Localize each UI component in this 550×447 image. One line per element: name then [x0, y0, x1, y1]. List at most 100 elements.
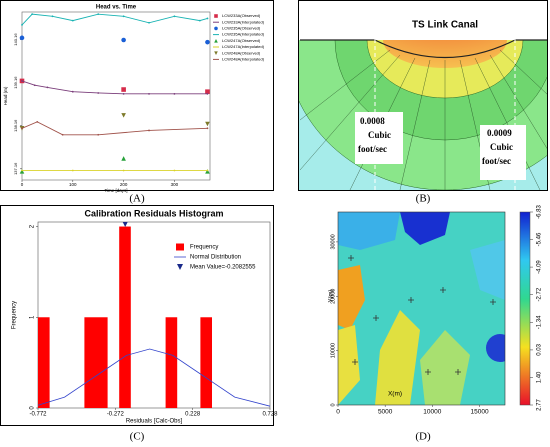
vertex — [71, 169, 74, 172]
marker — [121, 37, 126, 43]
flow-unit: foot/sec — [482, 156, 511, 166]
y-tick-label: 140.16 — [13, 33, 18, 46]
y-tick-label: 137.16 — [13, 162, 18, 175]
chart-title: Calibration Residuals Histogram — [84, 208, 223, 218]
bar — [96, 317, 108, 408]
map-zone — [470, 240, 505, 300]
diagram-title: TS Link Canal — [412, 20, 478, 31]
marker — [121, 87, 126, 92]
x-tick-label: 0.228 — [185, 412, 201, 418]
x-tick-label: 0.728 — [262, 412, 278, 418]
vertex — [61, 133, 64, 136]
colorbar — [519, 211, 531, 406]
x-axis-label: Time [days] — [104, 188, 127, 193]
map-zone — [338, 325, 360, 405]
marker — [214, 39, 218, 43]
label-box — [355, 112, 403, 164]
bar — [200, 317, 212, 408]
vertex — [206, 17, 209, 20]
y-tick-label: 30000 — [330, 234, 336, 249]
y-tick-label: 139.16 — [13, 76, 18, 89]
marker — [121, 156, 126, 161]
vertex — [21, 80, 23, 82]
colorbar-label: -4.09 — [537, 260, 543, 274]
x-tick-label: 10000 — [423, 409, 441, 416]
panel-frame — [298, 0, 548, 191]
normal-curve — [37, 348, 271, 407]
x-tick-label: 100 — [69, 182, 77, 187]
vertex — [21, 24, 23, 26]
series-line — [21, 121, 208, 136]
vertex — [206, 127, 209, 130]
x-tick-label: -0.272 — [107, 412, 125, 418]
legend-label: LCW235A(Interpolated) — [222, 32, 265, 37]
map-zone — [400, 212, 450, 245]
x-tick-label: 200 — [120, 182, 128, 187]
vertex — [97, 133, 100, 136]
caption: (B) — [416, 193, 431, 205]
vertex — [122, 169, 125, 172]
colorbar-label: -5.46 — [537, 232, 543, 246]
vertex — [198, 19, 201, 22]
x-tick-label: 300 — [171, 182, 179, 187]
marker — [121, 113, 126, 118]
colorbar-label: -6.83 — [537, 205, 543, 219]
flow-label: 0.0008 Cubic foot/sec 0.0009 Cubic foot/… — [358, 116, 513, 166]
legend-label: LCW248A(Interpolated) — [222, 56, 265, 61]
flow-value: 0.0008 — [360, 116, 385, 126]
series-line — [21, 13, 208, 26]
map-zone — [375, 310, 420, 405]
vertex — [173, 169, 176, 172]
vertex — [71, 90, 74, 93]
map-zone — [338, 265, 365, 330]
legend-swatch — [176, 243, 184, 251]
x-tick-label: 0 — [21, 182, 24, 187]
y-tick-label: 2 — [30, 224, 36, 228]
vertex — [21, 169, 23, 172]
vertex — [21, 127, 23, 130]
marker — [205, 39, 210, 45]
map-frame — [337, 211, 506, 406]
flow-unit: Cubic — [490, 142, 513, 152]
caption: (D) — [415, 431, 431, 443]
label-box — [480, 125, 526, 180]
vertex — [51, 15, 54, 18]
wells — [348, 255, 496, 375]
legend-label: LCW233A(Observed) — [222, 13, 261, 18]
vertex — [206, 169, 209, 172]
colorbar-label: 2.77 — [537, 399, 543, 411]
marker — [122, 222, 128, 228]
legend-label: LCW248A(Observed) — [222, 50, 261, 55]
x-tick-label: -0.772 — [29, 412, 47, 418]
x-axis-label: X(m) — [388, 391, 402, 398]
flow-unit: Cubic — [368, 130, 391, 140]
map-zone — [338, 212, 400, 250]
y-axis-label: Head (m) — [3, 86, 8, 105]
vertex — [206, 92, 209, 95]
bar — [119, 226, 131, 408]
x-axis-label: Residuals [Calc-Obs] — [126, 419, 183, 425]
marker — [177, 264, 183, 270]
marker — [214, 51, 218, 55]
legend-label: Mean Value=-0.2082555 — [190, 265, 256, 271]
colorbar-label: -2.72 — [537, 287, 543, 301]
plot-area — [37, 221, 271, 409]
flow-unit: foot/sec — [358, 144, 387, 154]
y-axis-label: Y(m) — [329, 290, 335, 303]
flow-value: 0.0009 — [487, 128, 512, 138]
y-tick-label: 20000 — [330, 289, 336, 304]
vertex — [97, 13, 100, 16]
marker — [214, 14, 218, 18]
colorbar-label: 1.40 — [537, 371, 543, 383]
y-tick-label: 1 — [30, 315, 36, 319]
legend-label: Frequency — [190, 245, 218, 251]
vertex — [46, 86, 49, 89]
legend-label: LCW235A(Observed) — [222, 25, 261, 30]
legend-label: LCW247A(Observed) — [222, 38, 261, 43]
caption: (C) — [130, 431, 145, 443]
vertex — [148, 21, 150, 24]
vertex — [33, 84, 36, 87]
vertex — [31, 13, 34, 16]
vertex — [173, 92, 176, 95]
